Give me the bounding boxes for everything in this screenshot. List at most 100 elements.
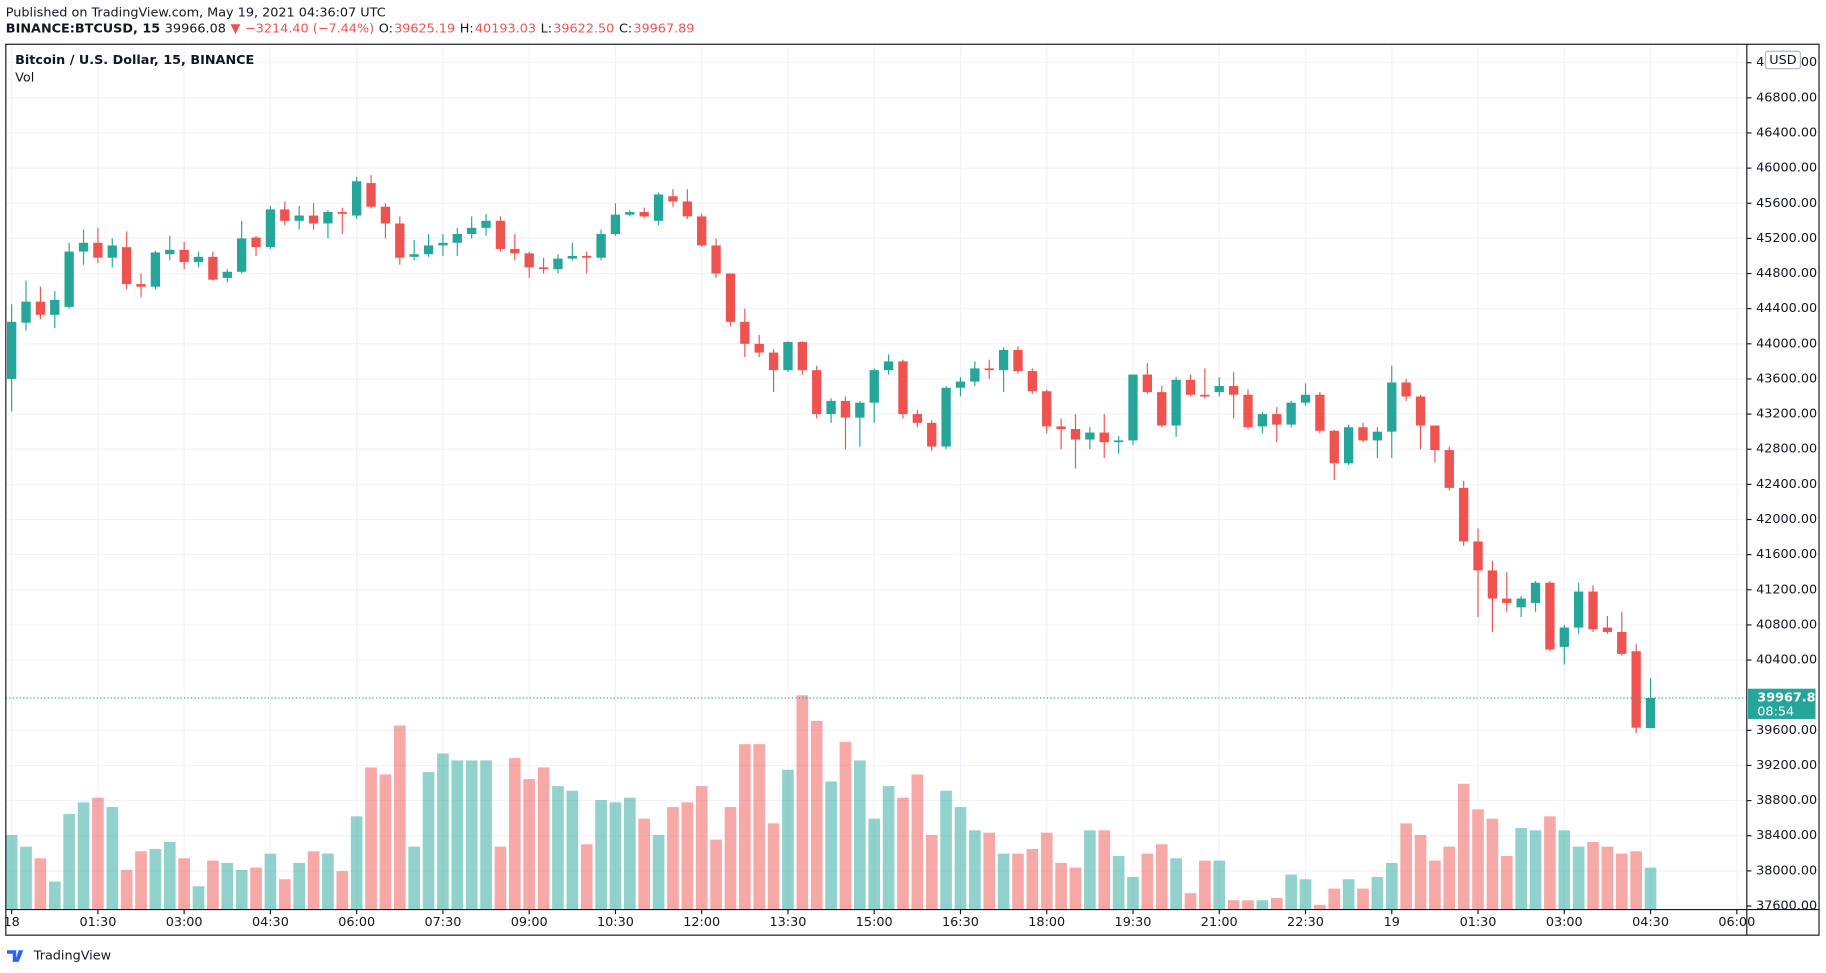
x-tick-label: 01:30 (1460, 915, 1497, 930)
volume-bar (580, 844, 593, 910)
volume-bar (1199, 860, 1211, 910)
candle-body (1358, 427, 1368, 441)
candle-body (78, 242, 89, 252)
volume-bar (710, 839, 722, 910)
last-price: 39966.08 (165, 22, 226, 37)
currency: USD (1769, 53, 1796, 68)
volume-bar (20, 846, 32, 910)
candle-body (1200, 394, 1210, 397)
candle-body (1070, 429, 1081, 440)
candle-body (1602, 627, 1613, 632)
candle-body (352, 181, 362, 216)
volume-bar (897, 797, 909, 910)
volume-bar (1299, 879, 1312, 910)
volume-bar (437, 753, 449, 910)
volume-bar (983, 832, 996, 910)
volume-bar (652, 834, 665, 910)
low-label: L: (541, 22, 552, 37)
volume-bar (465, 760, 478, 910)
candle-body (1272, 414, 1282, 425)
candle-body (337, 212, 347, 214)
candle-body (1617, 631, 1627, 654)
candle-body (1056, 426, 1066, 430)
volume-bar (365, 767, 377, 910)
candle-body (237, 238, 247, 272)
y-tick-label: 41600.00 (1756, 547, 1817, 562)
volume-bar (77, 802, 90, 910)
y-tick-label: 42800.00 (1756, 442, 1817, 457)
volume-bar (207, 860, 219, 910)
symbol-header: BINANCE:BTCUSD, 15 39966.08 ▼ −3214.40 (−7.… (6, 22, 695, 37)
volume-bar (1098, 830, 1111, 910)
x-tick-label: 03:00 (166, 915, 203, 930)
brand: TradingView (6, 949, 111, 964)
volume-bar (1084, 830, 1096, 910)
x-tick-label: 18:00 (1028, 915, 1065, 930)
volume-bar (1012, 853, 1024, 910)
volume-bar (724, 807, 737, 910)
volume-bar (595, 800, 607, 910)
candle-body (1329, 430, 1339, 464)
y-tick-label: 41200.00 (1756, 582, 1817, 597)
volume-bar (695, 786, 708, 910)
candle-body (208, 256, 218, 280)
candle-body (323, 212, 333, 224)
candle-body (93, 242, 103, 258)
candle-body (280, 209, 290, 221)
candle-body (711, 245, 721, 274)
volume-bar (1500, 855, 1513, 910)
candle-body (265, 209, 276, 248)
volume-bar (1529, 830, 1542, 910)
candle-body (998, 349, 1009, 371)
candle-body (1286, 402, 1296, 425)
volume-bar (235, 869, 248, 910)
volume-bar (609, 802, 622, 910)
y-tick-label: 37600.00 (1756, 899, 1817, 914)
volume-bar (925, 834, 938, 910)
x-tick-label: 03:00 (1546, 915, 1583, 930)
candle-body (955, 381, 966, 388)
volume-bar (954, 807, 967, 910)
candle-body (452, 233, 462, 243)
candle-body (1257, 414, 1268, 427)
volume-bar (1644, 867, 1657, 910)
volume-bar (566, 790, 579, 910)
y-tick-label: 39200.00 (1756, 758, 1817, 773)
volume-bar (1472, 809, 1484, 910)
volume-bar (552, 786, 564, 910)
volume-bar (1400, 823, 1412, 910)
volume-bar (1141, 853, 1154, 910)
volume-bar (1227, 900, 1240, 910)
volume-bar (1069, 867, 1082, 910)
candle-body (409, 254, 419, 257)
candle-body (438, 242, 448, 246)
plot: 37600.00 38000.00 38400.00 38800.00 39200.00… (3, 44, 1825, 930)
volume-bar (1385, 862, 1398, 910)
volume-bar (106, 807, 119, 910)
volume-bar (782, 769, 794, 910)
x-tick-label: 16:30 (942, 915, 979, 930)
volume-bar (1544, 816, 1556, 910)
x-tick-label: 13:30 (770, 915, 807, 930)
volume-bar (494, 846, 507, 910)
x-tick-label: 18 (3, 915, 19, 930)
y-tick-label: 40800.00 (1756, 617, 1817, 632)
candle-body (625, 212, 635, 215)
volume-bar (1256, 900, 1269, 910)
volume-bar (379, 774, 392, 910)
open-value: 39625.19 (394, 22, 455, 37)
candle-body (64, 251, 74, 307)
candle-body (826, 400, 836, 415)
candle-body (1027, 371, 1038, 392)
volume-bar (1242, 900, 1254, 910)
volume-bar (322, 853, 334, 910)
candle-body (1473, 541, 1483, 571)
volume-bar (393, 725, 406, 910)
candle-body (294, 215, 304, 221)
candle-body (423, 245, 434, 255)
volume-bar (1357, 888, 1369, 910)
candle-body (567, 255, 577, 259)
volume-bar (422, 772, 435, 910)
volume-bar (969, 830, 981, 910)
